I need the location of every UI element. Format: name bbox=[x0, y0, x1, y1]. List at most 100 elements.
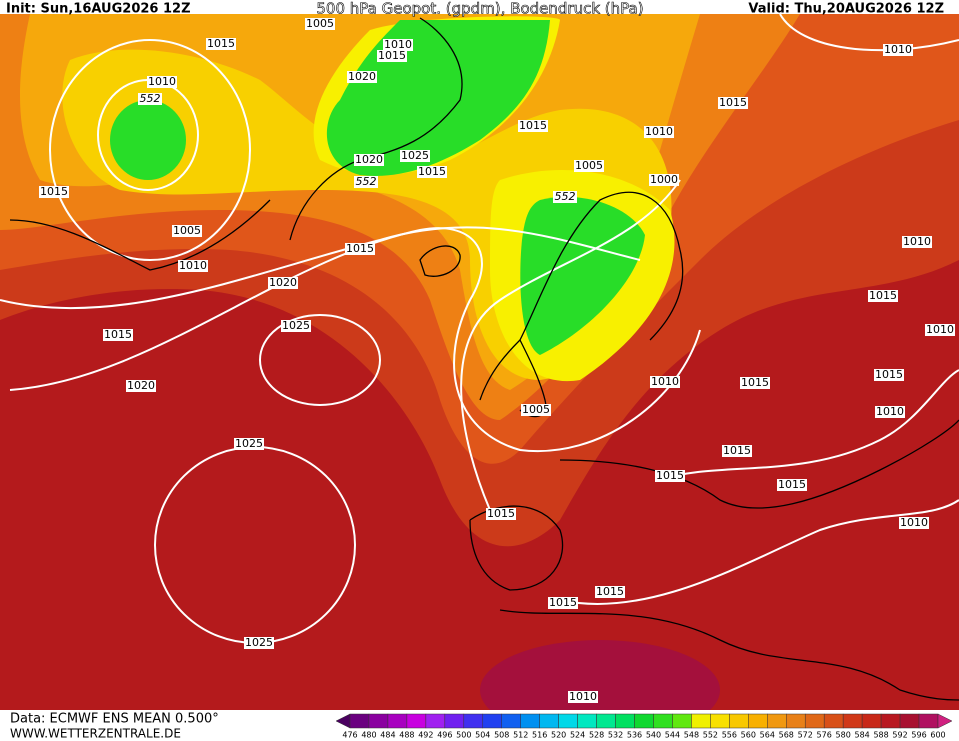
colorbar-swatch bbox=[653, 713, 673, 729]
colorbar-swatch bbox=[463, 713, 484, 729]
colorbar-swatch bbox=[804, 713, 825, 729]
colorbar-label: 512 bbox=[513, 731, 528, 740]
isobar-label: 1015 bbox=[723, 444, 751, 457]
colorbar-swatch bbox=[387, 713, 408, 729]
colorbar-label: 568 bbox=[779, 731, 794, 740]
isobar-label: 1025 bbox=[235, 437, 263, 450]
colorbar-swatch bbox=[861, 713, 882, 729]
data-source: Data: ECMWF ENS MEAN 0.500° bbox=[10, 712, 219, 727]
colorbar-label: 544 bbox=[665, 731, 680, 740]
colorbar-label: 584 bbox=[854, 731, 869, 740]
colorbar-label: 532 bbox=[608, 731, 623, 740]
isobar-label-bg bbox=[400, 150, 430, 162]
isobar-label-bg bbox=[650, 376, 680, 388]
coastline bbox=[419, 245, 461, 277]
isobar-label: 1015 bbox=[656, 469, 684, 482]
valid-label: Valid: Thu,20AUG2026 12Z bbox=[748, 2, 944, 17]
isobar bbox=[460, 179, 681, 511]
isobar-label: 1010 bbox=[876, 405, 904, 418]
map-title: 500 hPa Geopot. (gpdm), Bodendruck (hPa) bbox=[316, 0, 643, 18]
isobar-label-bg bbox=[718, 97, 748, 109]
isobar-label: 1015 bbox=[378, 49, 406, 62]
colorbar-label: 576 bbox=[817, 731, 832, 740]
map-field bbox=[0, 14, 959, 740]
isobar-label-bg bbox=[147, 76, 177, 88]
init-label: Init: Sun,16AUG2026 12Z bbox=[6, 2, 191, 17]
isobar-label-bg bbox=[655, 470, 685, 482]
colorbar-swatch bbox=[501, 713, 521, 729]
isobar-label: 1010 bbox=[645, 125, 673, 138]
isobar-label-bg bbox=[383, 39, 413, 51]
field-green-3 bbox=[110, 100, 186, 180]
isobar-label: 1015 bbox=[519, 119, 547, 132]
height-label-bg bbox=[138, 93, 162, 105]
colorbar-label: 580 bbox=[836, 731, 851, 740]
isobar-label-bg bbox=[595, 586, 625, 598]
isobar-label: 1025 bbox=[282, 319, 310, 332]
isobar-label: 1015 bbox=[104, 328, 132, 341]
isobar-label-bg bbox=[568, 691, 598, 703]
isobar bbox=[559, 499, 959, 605]
isobar bbox=[259, 314, 381, 406]
isobar-label-bg bbox=[126, 380, 156, 392]
colorbar-swatch bbox=[842, 713, 863, 729]
isobar-label: 1010 bbox=[926, 323, 954, 336]
isobar-label-bg bbox=[868, 290, 898, 302]
isobar-label: 1010 bbox=[179, 259, 207, 272]
isobar bbox=[659, 369, 959, 481]
colorbar-label: 476 bbox=[342, 731, 357, 740]
height-label: 552 bbox=[555, 190, 576, 203]
colorbar-label: 552 bbox=[703, 731, 718, 740]
colorbar-label: 516 bbox=[532, 731, 547, 740]
colorbar-swatch bbox=[767, 713, 787, 729]
colorbar-swatch bbox=[425, 713, 446, 729]
colorbar-swatch bbox=[786, 713, 806, 729]
isobar-label-bg bbox=[649, 174, 679, 186]
colorbar-swatch bbox=[615, 713, 635, 729]
isobar-label: 1025 bbox=[401, 149, 429, 162]
colorbar-swatch bbox=[672, 713, 692, 729]
isobar-label: 1010 bbox=[384, 38, 412, 51]
isobar-label: 1010 bbox=[569, 690, 597, 703]
isobar-label-bg bbox=[874, 369, 904, 381]
colorbar-swatch bbox=[596, 713, 616, 729]
isobar-label-bg bbox=[268, 277, 298, 289]
colorbar-label: 484 bbox=[380, 731, 395, 740]
colorbar-swatch bbox=[349, 713, 370, 729]
isobar bbox=[779, 13, 959, 52]
coastline bbox=[559, 419, 959, 509]
colorbar-label: 528 bbox=[589, 731, 604, 740]
colorbar-label: 520 bbox=[551, 731, 566, 740]
isobar-label-bg bbox=[902, 236, 932, 248]
colorbar-label: 564 bbox=[760, 731, 775, 740]
isobar-label-bg bbox=[417, 166, 447, 178]
isobar-label-bg bbox=[377, 50, 407, 62]
isobar-label: 1020 bbox=[348, 70, 376, 83]
isobar-label-bg bbox=[206, 38, 236, 50]
colorbar-swatch bbox=[691, 713, 711, 729]
colorbar-swatch bbox=[558, 713, 578, 729]
colorbar-label: 588 bbox=[873, 731, 888, 740]
isobar-label-bg bbox=[883, 44, 913, 56]
isobar-label-bg bbox=[899, 517, 929, 529]
coastline bbox=[9, 199, 271, 271]
isobar-label: 1025 bbox=[245, 636, 273, 649]
colorbar-swatch bbox=[823, 713, 844, 729]
colorbar-swatch bbox=[406, 713, 427, 729]
colorbar-label: 556 bbox=[722, 731, 737, 740]
colorbar-label: 508 bbox=[494, 731, 509, 740]
field-green-2 bbox=[520, 196, 645, 355]
isobar-label-bg bbox=[644, 126, 674, 138]
isobar-label: 1015 bbox=[549, 596, 577, 609]
isobar-label: 1010 bbox=[900, 516, 928, 529]
isobar-label: 1015 bbox=[596, 585, 624, 598]
isobar-label: 1015 bbox=[346, 242, 374, 255]
isobar-label: 1015 bbox=[778, 478, 806, 491]
colorbar-label: 592 bbox=[892, 731, 907, 740]
isobar-label: 1005 bbox=[306, 17, 334, 30]
colorbar-swatch bbox=[729, 713, 749, 729]
isobar-label-bg bbox=[103, 329, 133, 341]
coastline bbox=[519, 191, 684, 341]
isobar-label-bg bbox=[486, 508, 516, 520]
isobar-label: 1010 bbox=[651, 375, 679, 388]
